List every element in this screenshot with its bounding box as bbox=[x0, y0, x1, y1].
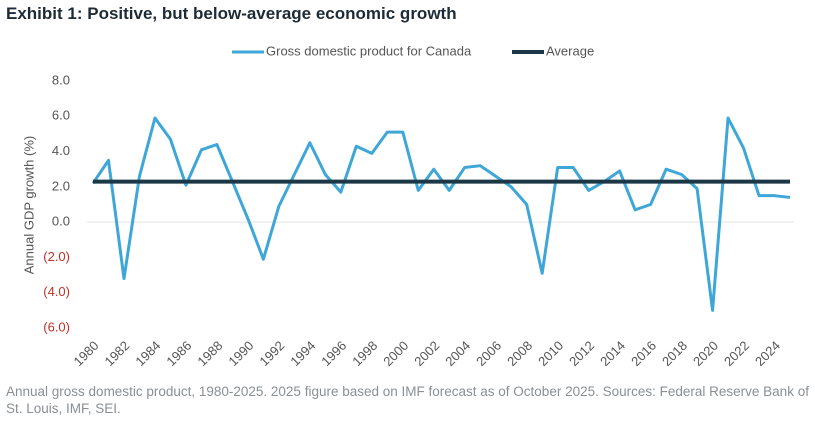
y-tick-label: 8.0 bbox=[52, 72, 70, 87]
x-tick-label: 1982 bbox=[101, 338, 132, 369]
x-tick-label: 2018 bbox=[659, 338, 690, 369]
x-tick-label: 1984 bbox=[132, 338, 163, 369]
legend-label: Gross domestic product for Canada bbox=[266, 43, 472, 58]
x-tick-label: 1998 bbox=[349, 338, 380, 369]
chart-title: Exhibit 1: Positive, but below-average e… bbox=[6, 4, 457, 23]
footnote: Annual gross domestic product, 1980-2025… bbox=[6, 384, 809, 416]
x-tick-label: 1980 bbox=[70, 338, 101, 369]
x-tick-label: 1990 bbox=[225, 338, 256, 369]
y-tick-label: (2.0) bbox=[43, 249, 70, 264]
y-tick-label: (6.0) bbox=[43, 319, 70, 334]
x-tick-label: 1988 bbox=[194, 338, 225, 369]
x-tick-label: 1986 bbox=[163, 338, 194, 369]
y-tick-label: 4.0 bbox=[52, 143, 70, 158]
y-axis-label: Annual GDP growth (%) bbox=[21, 136, 36, 275]
x-tick-label: 2012 bbox=[566, 338, 597, 369]
x-tick-label: 2002 bbox=[411, 338, 442, 369]
x-tick-label: 2004 bbox=[442, 338, 473, 369]
x-tick-label: 2010 bbox=[535, 338, 566, 369]
x-tick-label: 1996 bbox=[318, 338, 349, 369]
legend-label: Average bbox=[546, 43, 594, 58]
x-tick-label: 2006 bbox=[473, 338, 504, 369]
x-tick-label: 2016 bbox=[628, 338, 659, 369]
y-tick-label: (4.0) bbox=[43, 284, 70, 299]
x-tick-label: 2024 bbox=[752, 338, 783, 369]
series-line bbox=[91, 116, 791, 312]
y-tick-label: 0.0 bbox=[52, 214, 70, 229]
x-tick-label: 2020 bbox=[690, 338, 721, 369]
y-tick-label: 2.0 bbox=[52, 178, 70, 193]
x-tick-label: 1992 bbox=[256, 338, 287, 369]
x-tick-label: 2022 bbox=[721, 338, 752, 369]
y-tick-label: 6.0 bbox=[52, 108, 70, 123]
chart: Annual GDP growth (%) 8.0 6.0 4.0 2.0 0.0 (2.… bbox=[21, 43, 794, 369]
x-tick-label: 1994 bbox=[287, 338, 318, 369]
x-tick-label: 2008 bbox=[504, 338, 535, 369]
x-tick-label: 2000 bbox=[380, 338, 411, 369]
x-tick-label: 2014 bbox=[597, 338, 628, 369]
